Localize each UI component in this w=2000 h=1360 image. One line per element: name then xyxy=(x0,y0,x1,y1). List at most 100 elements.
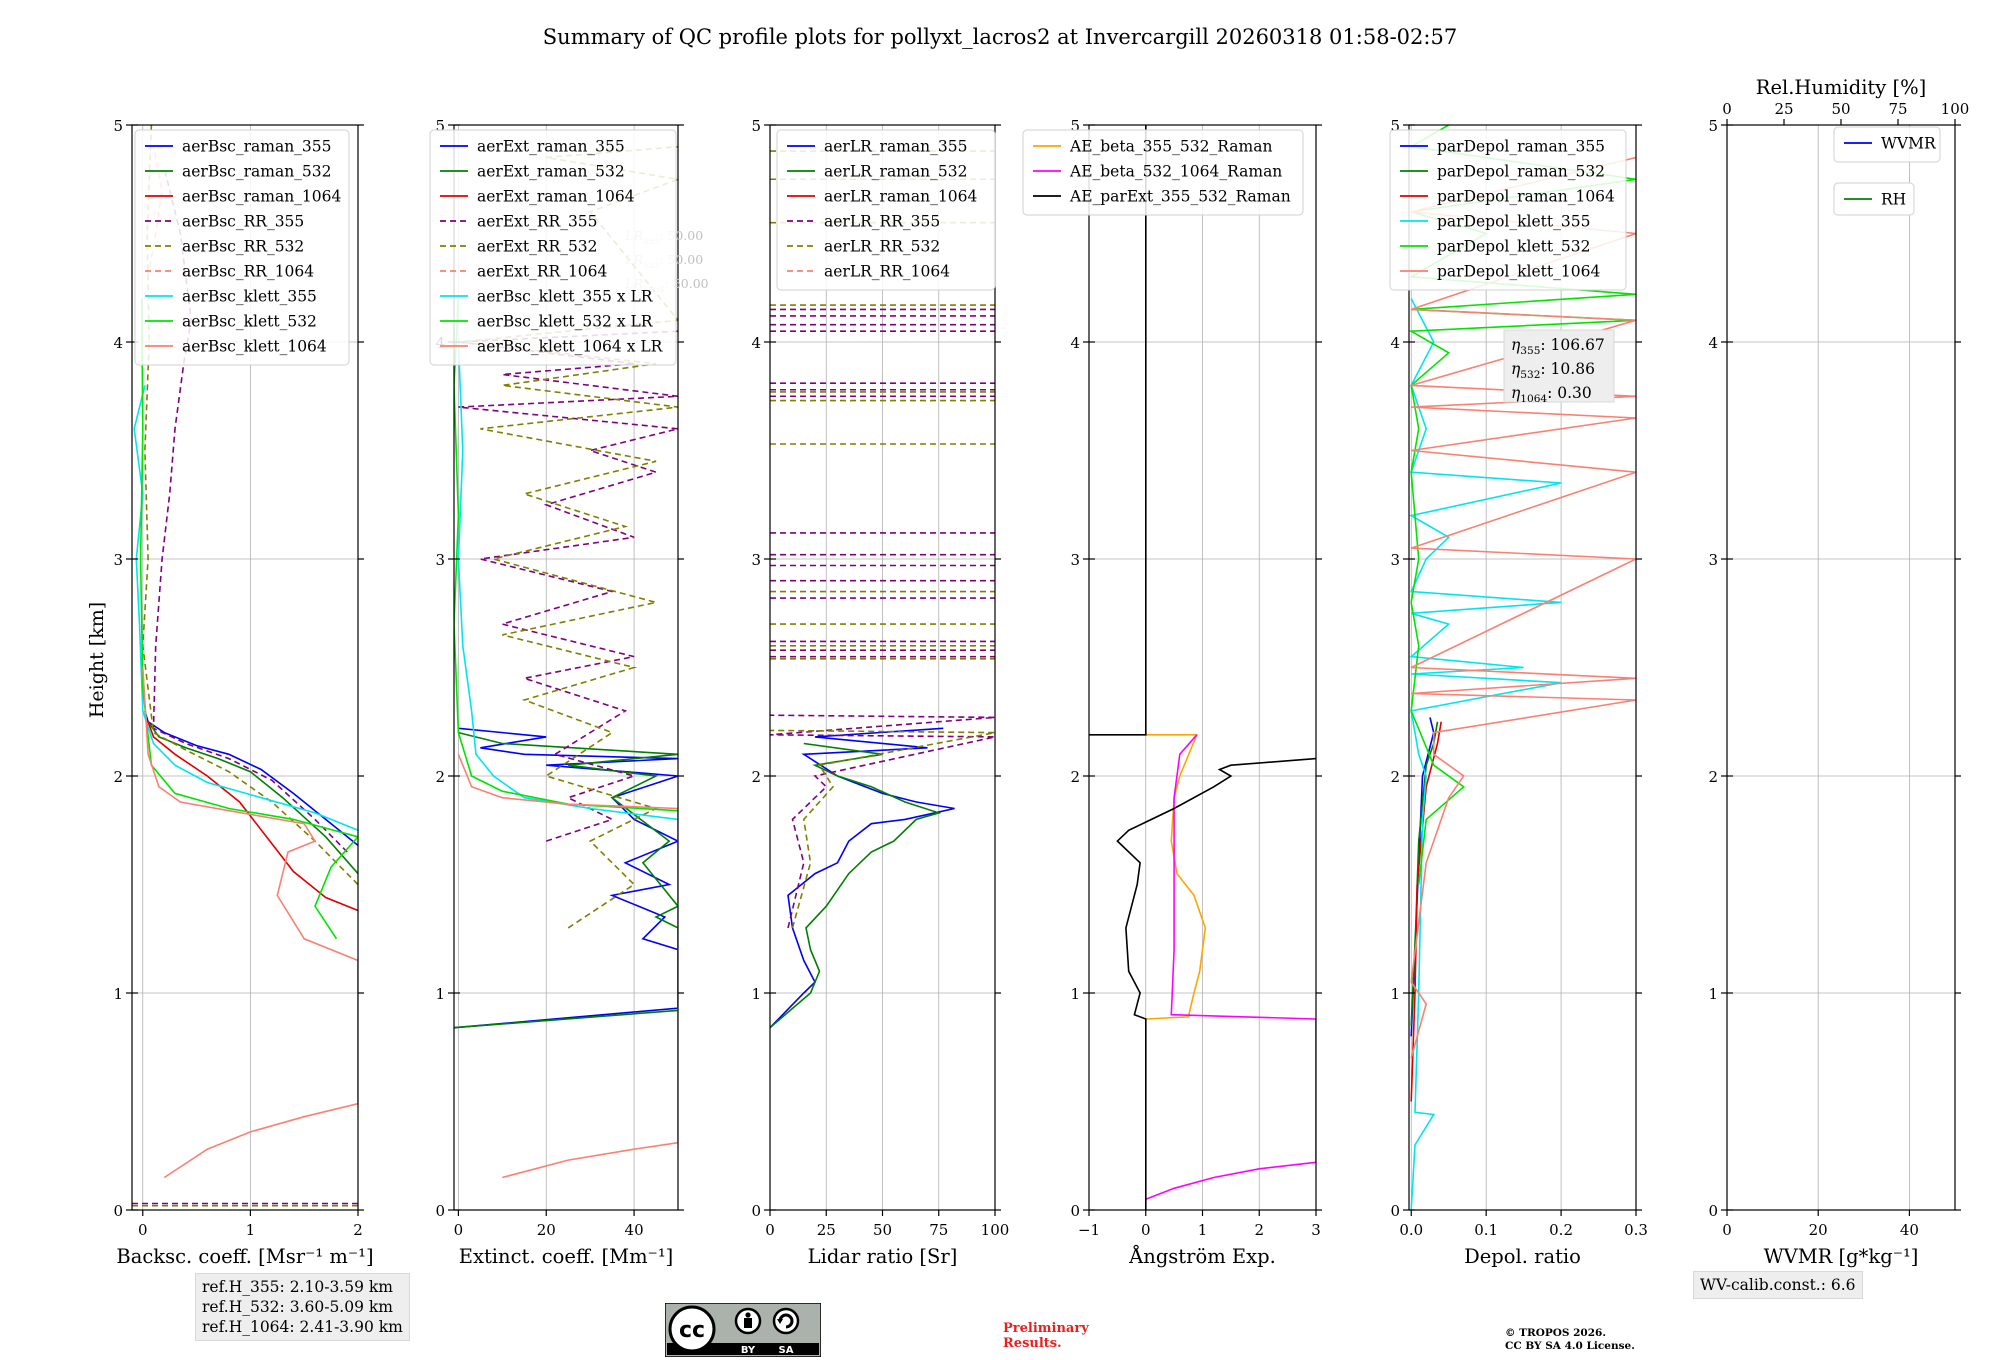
figure-title: Summary of QC profile plots for pollyxt_… xyxy=(543,25,1457,49)
ytick-label: 1 xyxy=(751,985,761,1003)
ytick-label: 1 xyxy=(1708,985,1718,1003)
legend-entry: aerBsc_klett_355 x LR xyxy=(477,288,654,306)
series-line xyxy=(457,753,678,1179)
cc-icon xyxy=(668,1305,716,1353)
copyright-note: © TROPOS 2026. CC BY SA 4.0 License. xyxy=(1505,1327,1635,1353)
legend-entry: AE_beta_355_532_Raman xyxy=(1069,138,1272,156)
xaxis-label-ext: Extinct. coeff. [Mm⁻¹] xyxy=(459,1245,674,1268)
legend-entry: aerExt_RR_532 xyxy=(477,238,598,256)
legend-depol: parDepol_raman_355 parDepol_raman_532 parD… xyxy=(1389,129,1627,291)
legend-entry: aerBsc_raman_1064 xyxy=(182,188,342,206)
ytick-label: 1 xyxy=(113,985,123,1003)
xtick-label: 20 xyxy=(537,1221,556,1239)
series-line xyxy=(770,714,995,929)
ytick-label: 5 xyxy=(1070,117,1080,135)
legend-entry: parDepol_raman_355 xyxy=(1437,138,1605,156)
legend-entry: parDepol_klett_355 xyxy=(1437,213,1590,231)
ticks-bsc xyxy=(126,124,364,1216)
ytick-label: 2 xyxy=(1390,768,1400,786)
legend-entry: parDepol_raman_532 xyxy=(1437,163,1605,181)
ytick-label: 3 xyxy=(1070,551,1080,569)
series-line xyxy=(139,298,358,940)
legend-entry: aerLR_RR_1064 xyxy=(824,263,950,281)
legend-entry: aerBsc_raman_355 xyxy=(182,138,332,156)
series-line xyxy=(1116,757,1316,1210)
legend-ae: AE_beta_355_532_Raman AE_beta_532_1064_Ra… xyxy=(1022,129,1304,216)
xtick-label: 2 xyxy=(353,1221,363,1239)
ytick-label: 4 xyxy=(1390,334,1400,352)
ytick-label: 0 xyxy=(1070,1202,1080,1220)
panel-depol: 0 1 2 3 4 5 0.0 0.1 0.2 0.3 Depol. ratio parDepol_r… xyxy=(1389,117,1648,1268)
ytick-label: 5 xyxy=(113,117,123,135)
axes-frame xyxy=(131,124,359,1211)
reference-height-box: ref.H_355: 2.10-3.59 km ref.H_532: 3.60-… xyxy=(195,1273,410,1341)
legend-wv: WVMR xyxy=(1833,126,1941,163)
legend-entry: aerExt_RR_355 xyxy=(477,213,598,231)
prelim-line-1: Preliminary xyxy=(1003,1321,1089,1336)
copyright-line-1: © TROPOS 2026. xyxy=(1505,1327,1607,1339)
xaxis-label-bsc: Backsc. coeff. [Msr⁻¹ m⁻¹] xyxy=(116,1245,373,1268)
legend-frame xyxy=(1389,129,1627,291)
series-line xyxy=(1089,125,1147,736)
xtick-label: 0 xyxy=(454,1221,464,1239)
series-line xyxy=(152,168,348,853)
series-line xyxy=(1409,298,1562,1210)
series-line xyxy=(144,710,358,847)
ticks-ae xyxy=(1083,124,1322,1216)
series-line xyxy=(1410,156,1636,1059)
legend-entry: aerLR_raman_355 xyxy=(824,138,967,156)
legend-ext: aerExt_raman_355 aerExt_raman_532 aerExt_r… xyxy=(429,129,677,366)
ytick-label: 5 xyxy=(1390,117,1400,135)
ytick-label: 2 xyxy=(751,768,761,786)
eta-box: η355: 106.67 η532: 10.86 η1064: 0.30 xyxy=(1503,329,1615,405)
grid-ae xyxy=(1088,124,1317,1211)
grid-wv xyxy=(1726,124,1955,1211)
ytick-label: 2 xyxy=(1708,768,1718,786)
ytick-label: 2 xyxy=(435,768,445,786)
ytick-label: 3 xyxy=(435,551,445,569)
xtick-label: 25 xyxy=(817,1221,836,1239)
legend-entry: AE_parExt_355_532_Raman xyxy=(1069,188,1291,206)
xaxis-label-ae: Ångström Exp. xyxy=(1128,1243,1276,1268)
legend-entry: aerBsc_klett_1064 xyxy=(182,338,327,356)
panel-ext: 01234502040Extinct. coeff. [Mm⁻¹]LR355: … xyxy=(429,117,709,1268)
series-line xyxy=(770,727,955,1029)
copyright-line-2: CC BY SA 4.0 License. xyxy=(1505,1340,1635,1352)
ytick-label: 1 xyxy=(1390,985,1400,1003)
legend-entry: aerBsc_RR_355 xyxy=(182,213,304,231)
xaxis-label-lr: Lidar ratio [Sr] xyxy=(808,1245,958,1268)
eta-value: η355: 106.67 xyxy=(1511,336,1605,357)
legend-entry: aerBsc_raman_532 xyxy=(182,163,332,181)
legend-entry: RH xyxy=(1881,191,1906,209)
ytick-label: 3 xyxy=(751,551,761,569)
ytick-label: 3 xyxy=(1390,551,1400,569)
xtick-label: 2 xyxy=(1254,1221,1264,1239)
series-line xyxy=(1145,733,1207,1020)
xtick-label: 40 xyxy=(1900,1221,1919,1239)
series-line xyxy=(147,721,358,875)
legend-entry: aerBsc_klett_532 x LR xyxy=(477,313,654,331)
series-line xyxy=(142,667,358,1179)
xaxis-label-depol: Depol. ratio xyxy=(1464,1245,1581,1268)
series-line xyxy=(147,721,358,912)
series-group-ae xyxy=(1089,125,1316,1210)
legend-entry: aerBsc_RR_1064 xyxy=(182,263,314,281)
legend-entry: aerLR_raman_532 xyxy=(824,163,967,181)
ticks-ext xyxy=(448,124,684,1216)
legend-entry: aerExt_raman_355 xyxy=(477,138,625,156)
legend-entry: parDepol_klett_532 xyxy=(1437,238,1590,256)
panel-bsc: 0 1 2 3 4 5 0 1 2 Backsc. coeff. [Msr⁻¹ m⁻¹] aerBs… xyxy=(113,117,373,1268)
ytick-label: 4 xyxy=(1708,334,1718,352)
legend-entry: aerExt_RR_1064 xyxy=(477,263,608,281)
xtick-label: 0 xyxy=(138,1221,148,1239)
ref-height-532: ref.H_532: 3.60-5.09 km xyxy=(202,1298,393,1316)
xtick-label: 0.0 xyxy=(1399,1221,1423,1239)
ticks-wv xyxy=(1721,124,1961,1216)
xtick-label: 0 xyxy=(1141,1221,1151,1239)
legend-entry: aerLR_RR_532 xyxy=(824,238,940,256)
top-xaxis-label: Rel.Humidity [%] xyxy=(1756,76,1926,99)
eta-value: η1064: 0.30 xyxy=(1511,384,1592,405)
eta-frame xyxy=(1503,329,1615,403)
